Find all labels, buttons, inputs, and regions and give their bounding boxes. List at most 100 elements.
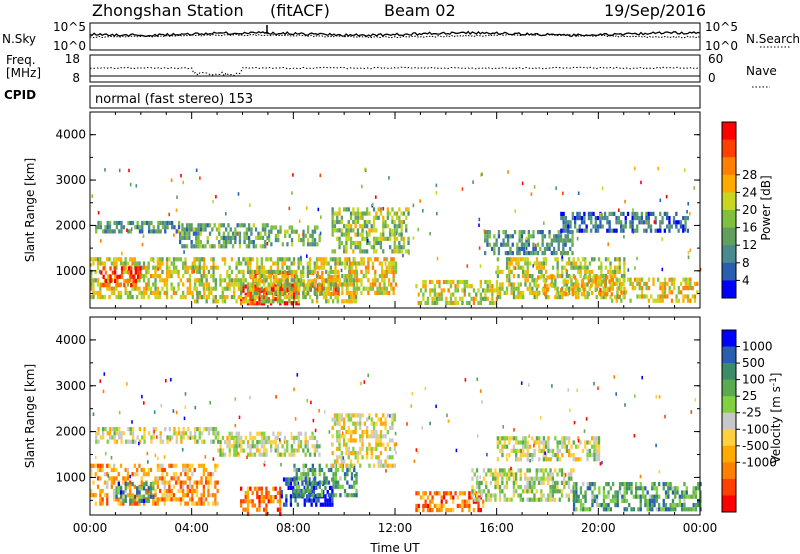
heat-cell <box>90 263 92 267</box>
heat-cell <box>165 488 169 494</box>
heat-cell <box>570 282 573 287</box>
heat-cell <box>528 489 531 494</box>
heat-cell <box>297 265 300 270</box>
heat-cell <box>188 484 192 489</box>
heat-cell <box>147 265 150 270</box>
heat-cell <box>338 421 341 426</box>
heat-cell <box>296 448 299 453</box>
heat-cell <box>283 257 286 262</box>
heat-cell <box>501 453 504 458</box>
heat-cell <box>154 269 157 274</box>
heat-cell <box>133 494 137 499</box>
heat-cell <box>242 448 245 453</box>
heat-cell <box>346 493 349 498</box>
heat-cell <box>200 431 204 436</box>
heat-cell <box>211 244 214 249</box>
heat-cell <box>246 282 250 287</box>
heat-cell <box>182 274 185 279</box>
heat-cell <box>529 459 531 463</box>
heat-cell <box>522 265 525 270</box>
heat-cell <box>643 294 646 299</box>
heat-cell <box>359 240 362 246</box>
heat-cell <box>203 439 206 444</box>
colorbar-swatch <box>722 412 736 430</box>
heat-cell <box>347 232 350 237</box>
heat-cell <box>547 480 550 485</box>
colorbar-tick-label: 28 <box>742 168 757 182</box>
heat-cell <box>308 498 311 503</box>
heat-cell <box>400 249 403 254</box>
heat-cell <box>516 251 519 256</box>
heat-cell <box>336 286 339 291</box>
heat-cell <box>226 444 229 449</box>
heat-cell <box>331 425 334 430</box>
heat-cell <box>541 287 544 293</box>
heat-cell <box>170 261 173 266</box>
heat-cell <box>117 295 120 300</box>
heat-cell <box>249 486 252 491</box>
heat-cell <box>463 279 466 285</box>
heat-cell <box>600 265 603 270</box>
heat-cell <box>246 261 250 266</box>
heat-cell <box>526 468 529 473</box>
heat-cell <box>331 215 334 220</box>
heat-cell <box>372 446 376 451</box>
heat-cell <box>311 463 314 468</box>
heat-cell <box>235 444 238 449</box>
heat-cell <box>272 299 275 304</box>
heat-cell <box>341 274 344 279</box>
heat-cell <box>570 472 573 477</box>
heat-cell <box>347 228 350 233</box>
heat-cell <box>182 427 185 432</box>
heat-cell <box>304 472 308 477</box>
heat-cell <box>211 493 215 498</box>
heat-cell <box>533 476 536 481</box>
heat-cell <box>499 295 502 300</box>
heat-cell <box>360 278 363 283</box>
heat-cell <box>667 507 670 512</box>
heat-cell <box>107 283 110 288</box>
heat-cell <box>131 493 134 498</box>
heat-cell <box>256 444 259 449</box>
heat-cell <box>591 453 594 458</box>
heat-cell <box>243 223 246 228</box>
heat-cell <box>473 497 476 502</box>
heat-cell <box>215 195 217 199</box>
heat-cell <box>351 261 354 266</box>
heat-cell <box>596 283 600 288</box>
heat-cell <box>389 438 392 443</box>
heat-cell <box>92 286 95 291</box>
heat-cell <box>138 494 141 499</box>
heat-cell <box>620 228 623 233</box>
heat-cell <box>208 244 212 249</box>
heat-cell <box>402 211 406 216</box>
heat-cell <box>90 274 93 279</box>
heat-cell <box>651 494 654 499</box>
heat-cell <box>531 278 534 283</box>
heat-cell <box>496 265 499 270</box>
heat-cell <box>337 275 340 280</box>
heat-cell <box>274 495 277 500</box>
heat-cell <box>177 229 180 234</box>
heat-cell <box>354 232 357 237</box>
heat-cell <box>522 436 525 441</box>
heat-cell <box>350 278 353 283</box>
heat-cell <box>556 274 559 279</box>
heat-cell <box>209 472 212 477</box>
date-label: 19/Sep/2016 <box>604 1 706 20</box>
heat-cell <box>214 299 217 304</box>
heat-cell <box>449 292 453 297</box>
heat-cell <box>134 225 137 230</box>
heat-cell <box>156 257 159 262</box>
heat-cell <box>311 480 314 485</box>
heat-cell <box>359 446 362 451</box>
heat-cell <box>623 235 625 239</box>
heat-cell <box>198 265 201 270</box>
heat-cell <box>108 463 111 468</box>
heat-cell <box>426 503 430 508</box>
heat-cell <box>310 485 313 490</box>
heat-cell <box>683 503 686 508</box>
heat-cell <box>234 397 237 401</box>
heat-cell <box>606 216 609 221</box>
